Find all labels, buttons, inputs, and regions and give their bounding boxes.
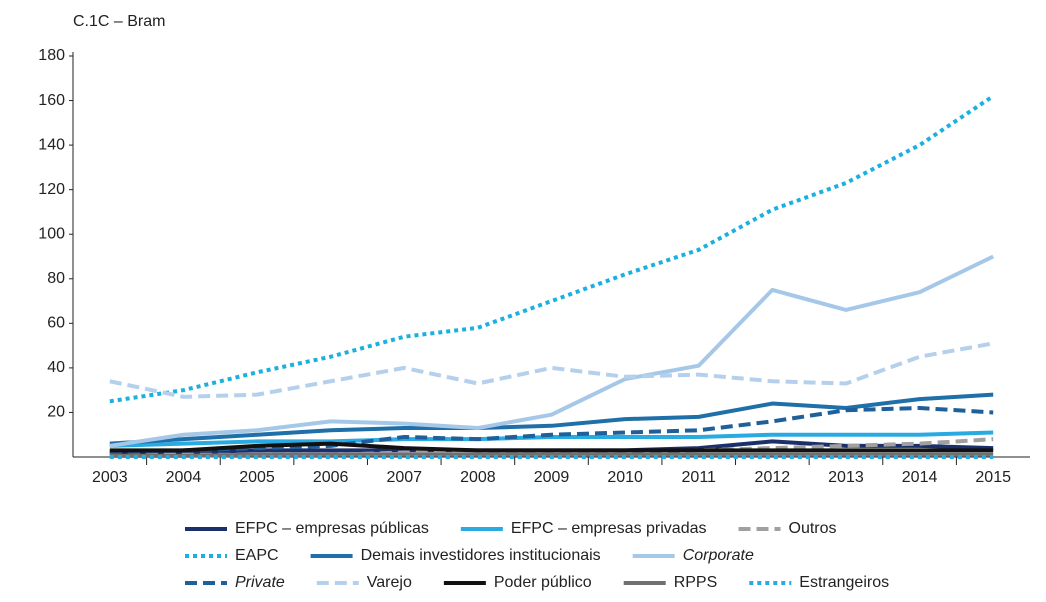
- x-tick-label: 2008: [460, 469, 496, 486]
- y-tick-label: 100: [38, 225, 65, 242]
- y-tick-label: 160: [38, 92, 65, 109]
- x-tick-label: 2010: [607, 469, 643, 486]
- legend-label: Demais investidores institucionais: [361, 547, 601, 564]
- legend-label: Outros: [789, 520, 837, 537]
- y-tick-label: 140: [38, 136, 65, 153]
- series-line: [109, 392, 994, 446]
- x-tick-label: 2013: [828, 469, 864, 486]
- series-line: [109, 341, 994, 399]
- x-tick-label: 2004: [166, 469, 202, 486]
- series-line: [109, 254, 995, 448]
- x-tick-label: 2014: [902, 469, 938, 486]
- series-line: [109, 452, 994, 458]
- y-tick-label: 20: [47, 404, 65, 421]
- y-tick-label: 120: [38, 181, 65, 198]
- x-tick-label: 2005: [239, 469, 275, 486]
- series-line: [109, 405, 994, 455]
- y-tick-label: 180: [38, 47, 65, 64]
- series-line: [109, 94, 995, 404]
- legend-label: RPPS: [674, 574, 718, 591]
- legend-label: Corporate: [683, 547, 754, 564]
- series-line: [109, 441, 994, 453]
- legend-label: Estrangeiros: [799, 574, 889, 591]
- x-tick-label: 2015: [975, 469, 1011, 486]
- legend-label: EAPC: [235, 547, 279, 564]
- x-tick-label: 2006: [313, 469, 349, 486]
- y-tick-label: 60: [47, 315, 65, 332]
- x-tick-label: 2009: [534, 469, 570, 486]
- legend-label: EFPC – empresas públicas: [235, 520, 429, 537]
- y-tick-label: 40: [47, 359, 65, 376]
- legend-label: Poder público: [494, 574, 592, 591]
- chart-title: C.1C – Bram: [73, 13, 165, 30]
- legend-label: Varejo: [367, 574, 412, 591]
- y-tick-label: 80: [47, 270, 65, 287]
- legend-label: EFPC – empresas privadas: [511, 520, 707, 537]
- legend-label: Private: [235, 574, 285, 591]
- x-tick-label: 2011: [682, 469, 717, 486]
- series-line: [109, 430, 994, 448]
- x-tick-label: 2012: [755, 469, 791, 486]
- x-tick-label: 2007: [386, 469, 422, 486]
- x-tick-label: 2003: [92, 469, 128, 486]
